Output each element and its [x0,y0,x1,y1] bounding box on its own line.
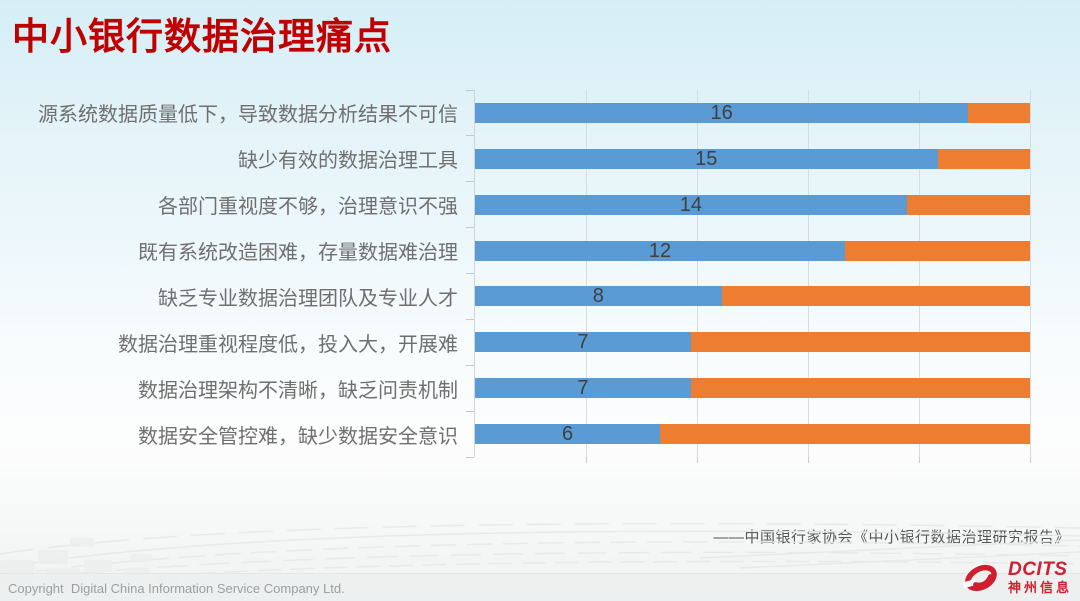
bar-secondary-segment [968,102,1030,123]
category-label: 源系统数据质量低下，导致数据分析结果不可信 [38,104,458,127]
bar-value-label: 7 [577,377,589,400]
category-label: 缺乏专业数据治理团队及专业人才 [158,287,458,310]
y-axis-tick [466,364,474,366]
logo-text: DCITS 神州信息 [1008,560,1072,594]
logo-brand: DCITS [1007,559,1068,580]
bar-value-label: 16 [710,101,733,124]
page-title: 中小银行数据治理痛点 [12,16,392,57]
x-axis-tick [697,457,698,463]
bar-value-label: 8 [592,285,604,308]
plot-area: 16 15 14 12 8 7 7 6 [466,89,1031,463]
x-axis-tick [586,457,587,463]
bar-primary-segment: 16 [475,101,969,124]
gridline [586,90,587,457]
y-axis-tick [466,89,474,91]
category-label: 数据治理重视程度低，投入大，开展难 [118,333,458,356]
bar-primary-segment: 7 [475,331,691,354]
y-axis-tick [466,181,474,183]
bar-primary-segment: 15 [475,147,938,170]
bar-secondary-segment [690,332,1030,353]
bar-row: 7 [475,365,1030,411]
bar-row: 16 [475,90,1030,136]
bar-value-label: 14 [679,193,702,216]
x-axis-tick [1030,457,1031,463]
bar-row: 14 [475,182,1030,228]
bar-secondary-segment [690,378,1030,399]
company-logo: DCITS 神州信息 [960,557,1072,597]
gridline [1030,90,1031,457]
category-label: 数据安全管控难，缺少数据安全意识 [138,425,458,448]
gridline [808,90,809,457]
dcits-swirl-icon [962,564,997,592]
y-axis-tick [466,273,474,274]
bar-primary-segment: 8 [475,285,722,308]
bar-primary-segment: 6 [475,423,660,446]
y-axis-tick [466,456,474,458]
y-axis-tick [466,318,474,320]
source-citation: ——中国银行家协会《中小银行数据治理研究报告》 [713,529,1070,546]
bar-primary-segment: 14 [475,193,907,216]
gridline [919,90,920,457]
copyright-text: Copyright Digital China Information Serv… [8,581,345,596]
y-axis-tick [466,227,474,229]
gridline [697,90,698,457]
logo-brand-cn: 神州信息 [1007,580,1072,595]
category-label: 数据治理架构不清晰，缺乏问责机制 [138,379,458,402]
y-axis-tick [466,135,474,137]
category-label: 缺少有效的数据治理工具 [238,150,458,173]
bar-primary-segment: 12 [475,239,845,262]
bar-row: 12 [475,228,1030,274]
x-axis-tick [919,457,920,463]
bar-value-label: 12 [648,239,672,262]
bar-secondary-segment [906,194,1030,215]
bar-secondary-segment [660,424,1030,445]
bar-row: 7 [475,319,1030,365]
footer-strip [0,573,1080,601]
category-label: 既有系统改造困难，存量数据难治理 [138,242,458,265]
category-labels: 源系统数据质量低下，导致数据分析结果不可信缺少有效的数据治理工具各部门重视度不够… [0,90,458,457]
category-label: 各部门重视度不够，治理意识不强 [158,196,458,219]
bar-row: 15 [475,136,1030,182]
bar-row: 6 [475,411,1030,457]
bar-secondary-segment [721,286,1030,307]
y-axis-tick [466,410,474,412]
bar-primary-segment: 7 [475,377,691,400]
bar-value-label: 15 [695,147,718,170]
bar-secondary-segment [845,240,1030,261]
bar-value-label: 7 [577,331,589,354]
bar-value-label: 6 [561,423,574,446]
bar-secondary-segment [937,148,1030,169]
bar-row: 8 [475,274,1030,320]
x-axis-tick [808,457,809,463]
